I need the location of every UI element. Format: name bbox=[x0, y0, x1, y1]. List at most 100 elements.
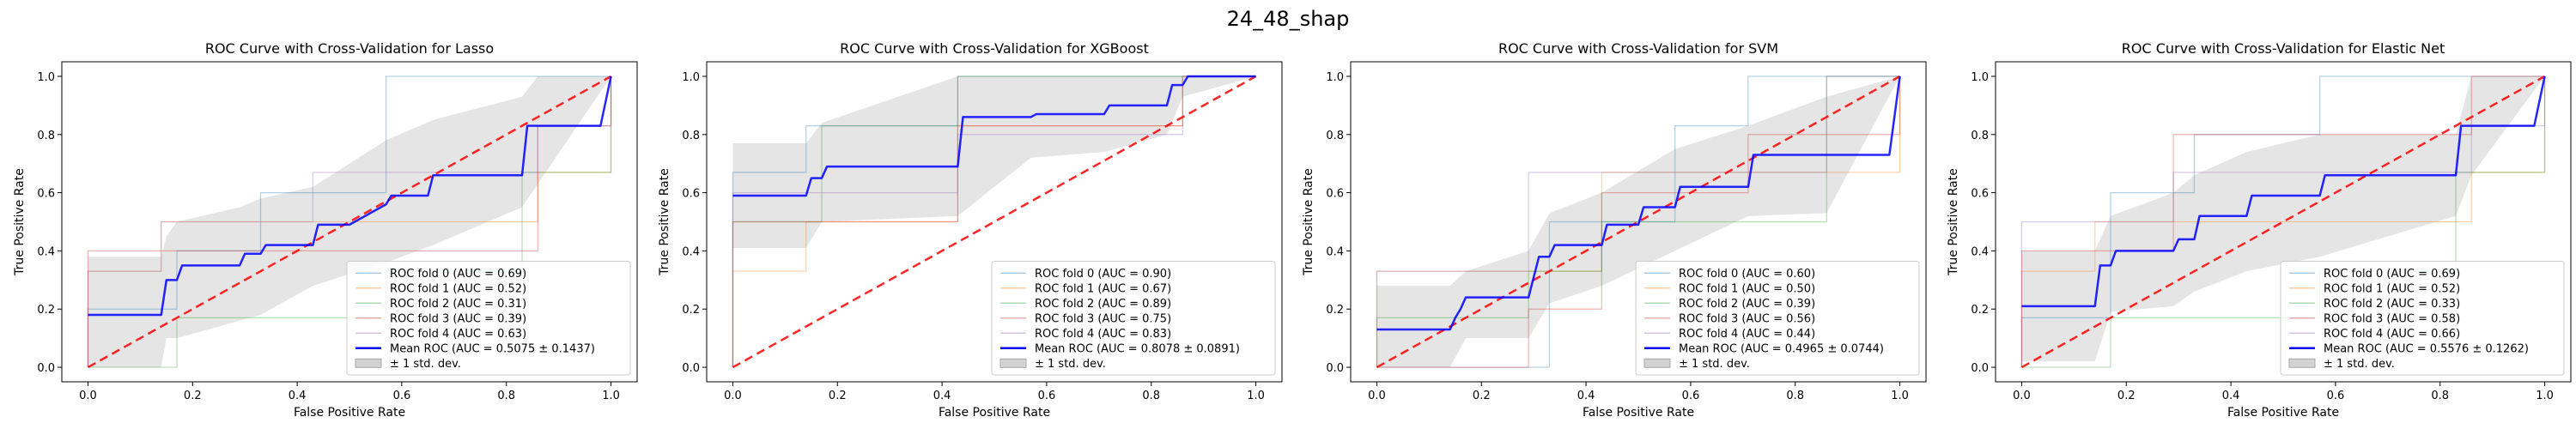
chance-line bbox=[732, 75, 1257, 369]
x-tick-label: 1.0 bbox=[602, 390, 620, 402]
y-tick-label: 0.4 bbox=[1326, 245, 1344, 258]
y-tick-label: 0.2 bbox=[37, 304, 55, 317]
x-tick-label: 0.2 bbox=[184, 390, 202, 402]
roc-panel-4: ROC Curve with Cross-Validation for Elas… bbox=[1947, 40, 2572, 420]
x-axis-label: False Positive Rate bbox=[939, 406, 1050, 420]
roc-fold-4-line bbox=[1376, 76, 1900, 368]
y-tick-label: 0.0 bbox=[682, 362, 700, 375]
y-tick-label: 0.8 bbox=[37, 130, 55, 142]
y-axis-label: True Positive Rate bbox=[1947, 168, 1960, 276]
legend-label: Mean ROC (AUC = 0.5075 ± 0.1437) bbox=[390, 342, 595, 355]
axes-frame bbox=[1995, 61, 2572, 383]
x-tick-label: 0.2 bbox=[2117, 390, 2136, 402]
legend-label: ROC fold 3 (AUC = 0.56) bbox=[1679, 312, 1815, 325]
roc-fold-1-line bbox=[732, 76, 1256, 368]
legend-label: ROC fold 2 (AUC = 0.33) bbox=[2324, 298, 2460, 311]
plot-area bbox=[1376, 75, 1901, 369]
panel-title: ROC Curve with Cross-Validation for XGBo… bbox=[840, 40, 1149, 57]
legend-label: ROC fold 1 (AUC = 0.52) bbox=[390, 282, 526, 295]
roc-fold-2-line bbox=[732, 76, 1256, 368]
legend-label: ROC fold 3 (AUC = 0.75) bbox=[1035, 312, 1171, 325]
roc-panel-1: ROC Curve with Cross-Validation for Lass… bbox=[13, 40, 638, 420]
legend-label: ROC fold 1 (AUC = 0.52) bbox=[2324, 282, 2460, 295]
legend-label: Mean ROC (AUC = 0.8078 ± 0.0891) bbox=[1035, 342, 1240, 355]
legend-label: ROC fold 2 (AUC = 0.39) bbox=[1679, 298, 1815, 311]
std-band bbox=[732, 76, 1256, 249]
y-axis-label: True Positive Rate bbox=[1302, 168, 1315, 276]
legend-swatch-band bbox=[999, 358, 1027, 368]
x-axis-label: False Positive Rate bbox=[2227, 406, 2339, 420]
y-tick-label: 0.8 bbox=[1326, 130, 1344, 142]
x-tick-label: 0.4 bbox=[289, 390, 307, 402]
legend-label: ROC fold 0 (AUC = 0.90) bbox=[1035, 268, 1171, 281]
legend-label: ROC fold 0 (AUC = 0.60) bbox=[1679, 268, 1815, 281]
legend-box bbox=[991, 261, 1276, 376]
roc-panel-3: ROC Curve with Cross-Validation for SVM 0… bbox=[1302, 40, 1927, 420]
legend-label: ROC fold 3 (AUC = 0.39) bbox=[390, 312, 526, 325]
axes-frame bbox=[706, 61, 1283, 383]
y-tick-label: 0.6 bbox=[682, 188, 700, 201]
std-band bbox=[88, 76, 611, 368]
y-tick-label: 0.8 bbox=[682, 130, 700, 142]
x-tick-label: 0.8 bbox=[1786, 390, 1804, 402]
x-tick-label: 0.0 bbox=[724, 390, 742, 402]
x-tick-label: 0.4 bbox=[2222, 390, 2240, 402]
legend-label: ROC fold 4 (AUC = 0.83) bbox=[1035, 328, 1171, 341]
legend-box bbox=[2280, 261, 2565, 376]
y-tick-label: 0.2 bbox=[1971, 304, 1989, 317]
x-tick-label: 0.6 bbox=[1038, 390, 1056, 402]
legend-label: Mean ROC (AUC = 0.5576 ± 0.1262) bbox=[2324, 342, 2529, 355]
x-tick-label: 0.0 bbox=[79, 390, 97, 402]
x-tick-label: 0.8 bbox=[497, 390, 515, 402]
y-tick-label: 1.0 bbox=[1326, 71, 1344, 84]
legend-label: ± 1 std. dev. bbox=[2324, 358, 2395, 371]
legend-label: ROC fold 0 (AUC = 0.69) bbox=[390, 268, 526, 281]
x-tick-label: 0.6 bbox=[1682, 390, 1700, 402]
x-tick-label: 0.4 bbox=[1577, 390, 1595, 402]
axes-frame bbox=[61, 61, 638, 383]
plot-area bbox=[2020, 75, 2546, 369]
legend-label: ROC fold 4 (AUC = 0.44) bbox=[1679, 328, 1815, 341]
legend-label: ± 1 std. dev. bbox=[1679, 358, 1750, 371]
legend: ROC fold 0 (AUC = 0.69)ROC fold 1 (AUC =… bbox=[2280, 261, 2565, 376]
legend-label: ROC fold 1 (AUC = 0.50) bbox=[1679, 282, 1815, 295]
std-band bbox=[2021, 76, 2545, 362]
roc-fold-0-line bbox=[1376, 76, 1900, 368]
legend-label: ROC fold 4 (AUC = 0.66) bbox=[2324, 328, 2460, 341]
y-tick-label: 1.0 bbox=[682, 71, 700, 84]
chance-line bbox=[2020, 75, 2546, 369]
x-axis-label: False Positive Rate bbox=[294, 406, 405, 420]
x-tick-label: 0.0 bbox=[1368, 390, 1386, 402]
x-tick-label: 1.0 bbox=[2536, 390, 2554, 402]
x-tick-label: 0.2 bbox=[829, 390, 847, 402]
panel-title: ROC Curve with Cross-Validation for SVM bbox=[1498, 40, 1778, 57]
legend-box bbox=[1635, 261, 1920, 376]
x-tick-label: 0.0 bbox=[2013, 390, 2031, 402]
roc-fold-3-line bbox=[732, 76, 1256, 368]
y-tick-label: 0.6 bbox=[1971, 188, 1989, 201]
legend-swatch-band bbox=[2288, 358, 2316, 368]
legend-label: ± 1 std. dev. bbox=[390, 358, 461, 371]
legend-label: ROC fold 0 (AUC = 0.69) bbox=[2324, 268, 2460, 281]
y-tick-label: 1.0 bbox=[37, 71, 55, 84]
roc-fold-3-line bbox=[1376, 76, 1901, 368]
legend: ROC fold 0 (AUC = 0.60)ROC fold 1 (AUC =… bbox=[1635, 261, 1920, 376]
y-tick-label: 0.4 bbox=[37, 245, 55, 258]
y-tick-label: 0.6 bbox=[37, 188, 55, 201]
roc-fold-2-line bbox=[1376, 76, 1900, 368]
legend-label: ROC fold 4 (AUC = 0.63) bbox=[390, 328, 526, 341]
y-tick-label: 1.0 bbox=[1971, 71, 1989, 84]
x-tick-label: 0.6 bbox=[2327, 390, 2345, 402]
legend-swatch-band bbox=[355, 358, 382, 368]
x-tick-label: 0.8 bbox=[2431, 390, 2449, 402]
y-tick-label: 0.2 bbox=[1326, 304, 1344, 317]
x-tick-label: 0.4 bbox=[933, 390, 951, 402]
legend: ROC fold 0 (AUC = 0.69)ROC fold 1 (AUC =… bbox=[346, 261, 631, 376]
mean-roc-line bbox=[2021, 76, 2546, 308]
y-tick-label: 0.4 bbox=[682, 245, 700, 258]
mean-roc-line bbox=[1376, 76, 1901, 331]
legend-swatch-band bbox=[1643, 358, 1671, 368]
roc-fold-1-line bbox=[2020, 76, 2546, 368]
y-tick-label: 0.6 bbox=[1326, 188, 1344, 201]
